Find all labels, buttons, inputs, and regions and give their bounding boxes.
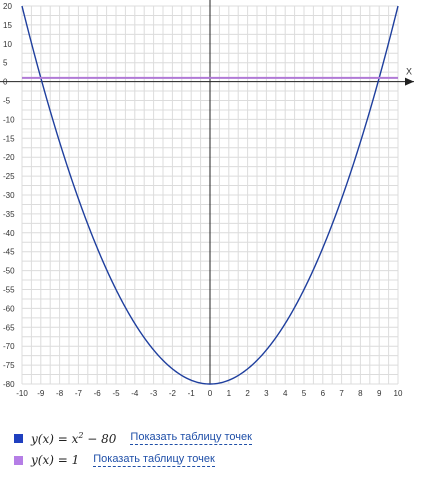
x-tick-label: 7 — [339, 389, 344, 398]
series-color-swatch — [14, 455, 23, 465]
y-tick-label: -65 — [3, 323, 15, 332]
y-tick-label: -35 — [3, 210, 15, 219]
x-tick-label: -5 — [112, 389, 120, 398]
y-tick-label: -75 — [3, 361, 15, 370]
x-tick-label: 10 — [394, 389, 403, 398]
y-tick-label: -15 — [3, 134, 15, 143]
x-tick-label: 2 — [245, 389, 250, 398]
y-tick-label: -25 — [3, 172, 15, 181]
x-axis-label: X — [406, 67, 412, 77]
x-tick-label: -3 — [150, 389, 158, 398]
y-tick-label: -80 — [3, 380, 15, 389]
y-tick-label: -60 — [3, 304, 15, 313]
y-tick-label: 0 — [3, 78, 8, 87]
y-tick-label: -70 — [3, 342, 15, 351]
series-color-swatch — [14, 433, 23, 443]
legend-item-constant: y(x) = 1 Показать таблицу точек — [14, 452, 414, 468]
x-tick-label: -1 — [188, 389, 196, 398]
y-tick-label: -50 — [3, 267, 15, 276]
y-tick-label: 5 — [3, 59, 8, 68]
x-tick-label: 9 — [377, 389, 382, 398]
x-tick-label: 6 — [321, 389, 326, 398]
function-formula: y(x) = x2 − 80 — [31, 430, 117, 446]
x-tick-label: -6 — [94, 389, 102, 398]
y-tick-label: -55 — [3, 286, 15, 295]
y-tick-label: 15 — [3, 21, 12, 30]
x-tick-label: -7 — [75, 389, 83, 398]
x-axis-arrow — [405, 77, 414, 86]
y-tick-label: -5 — [3, 97, 11, 106]
y-tick-label: -45 — [3, 248, 15, 257]
x-tick-label: -8 — [56, 389, 64, 398]
series-parabola-line — [21, 5, 399, 385]
x-tick-label: 0 — [208, 389, 213, 398]
y-tick-label: -30 — [3, 191, 15, 200]
x-tick-label: 4 — [283, 389, 288, 398]
x-tick-label: -9 — [37, 389, 45, 398]
y-tick-label: 10 — [3, 40, 12, 49]
x-tick-label: 1 — [227, 389, 232, 398]
y-tick-label: -10 — [3, 115, 15, 124]
x-tick-label: 3 — [264, 389, 269, 398]
show-points-table-link[interactable]: Показать таблицу точек — [130, 431, 252, 445]
y-tick-label: -40 — [3, 229, 15, 238]
show-points-table-link[interactable]: Показать таблицу точек — [93, 453, 215, 467]
function-formula: y(x) = 1 — [31, 453, 80, 467]
x-tick-label: -2 — [169, 389, 177, 398]
y-tick-label: -20 — [3, 153, 15, 162]
x-tick-label: -4 — [131, 389, 139, 398]
legend-item-parabola: y(x) = x2 − 80 Показать таблицу точек — [14, 430, 414, 446]
function-plot: X-10 -9 -8 -7 -6 -5 -4 -3 -2 -1 0 1 2 3 4 5 6 7 8 9 10201510… — [0, 0, 414, 398]
y-tick-label: 20 — [3, 2, 12, 11]
x-tick-label: -10 — [16, 389, 28, 398]
x-tick-label: 5 — [302, 389, 307, 398]
x-tick-label: 8 — [358, 389, 363, 398]
